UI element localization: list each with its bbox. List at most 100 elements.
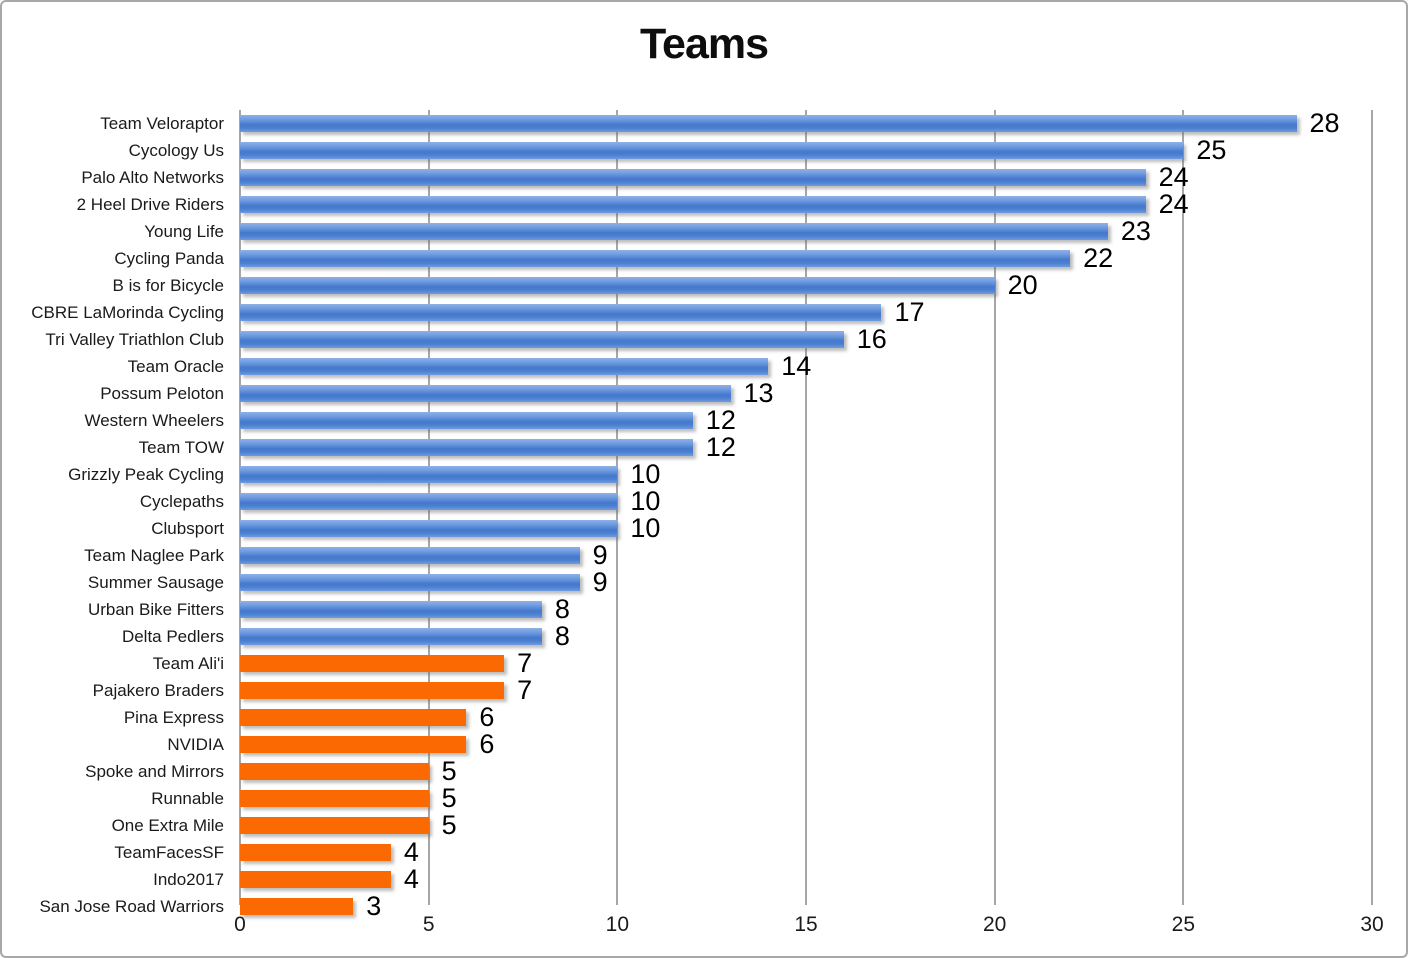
bar bbox=[240, 439, 693, 456]
category-label: Palo Alto Networks bbox=[81, 168, 224, 187]
bar bbox=[240, 736, 467, 753]
category-label: Team Veloraptor bbox=[100, 114, 224, 133]
bar bbox=[240, 520, 618, 537]
category-label: Grizzly Peak Cycling bbox=[68, 465, 224, 484]
gridline bbox=[1371, 110, 1373, 905]
bar bbox=[240, 898, 354, 915]
bar-row: Western Wheelers 12 bbox=[84, 405, 1372, 435]
value-label: 25 bbox=[1196, 135, 1227, 165]
bar bbox=[240, 790, 429, 807]
bar-row: Tri Valley Triathlon Club 16 bbox=[45, 326, 1372, 353]
bar bbox=[240, 277, 995, 294]
gridline bbox=[1182, 110, 1185, 905]
bar-row: Team Ali'i 7 bbox=[153, 648, 1372, 678]
bar-row: Team Oracle 14 bbox=[128, 351, 1372, 381]
bar-row: Team TOW 12 bbox=[139, 432, 1372, 462]
bar bbox=[240, 871, 391, 888]
category-label: Summer Sausage bbox=[87, 573, 224, 592]
bar-row: 2 Heel Drive Riders 24 bbox=[77, 191, 1372, 218]
value-label: 6 bbox=[479, 702, 495, 732]
x-tick-label: 5 bbox=[422, 913, 435, 936]
bar bbox=[240, 547, 580, 564]
bar-row: Team Veloraptor 28 bbox=[100, 110, 1372, 137]
category-label: Pina Express bbox=[123, 708, 224, 727]
category-label: Possum Peloton bbox=[100, 384, 224, 403]
bar-row: Spoke and Mirrors 5 bbox=[85, 756, 1372, 786]
bar bbox=[240, 115, 1297, 132]
bar-row: TeamFacesSF 4 bbox=[114, 839, 1372, 866]
category-label: Cycology Us bbox=[128, 141, 224, 160]
bar-row: One Extra Mile 5 bbox=[112, 810, 1372, 840]
bar-row: San Jose Road Warriors 3 bbox=[39, 891, 1372, 921]
bar bbox=[240, 304, 882, 321]
bar-row: Team Naglee Park 9 bbox=[84, 540, 1372, 570]
bar bbox=[240, 358, 769, 375]
value-label: 20 bbox=[1007, 270, 1038, 300]
x-tick-label: 0 bbox=[234, 913, 246, 936]
bar-row: Delta Pedlers 8 bbox=[122, 621, 1372, 651]
bar bbox=[240, 466, 618, 483]
category-label: Spoke and Mirrors bbox=[85, 762, 224, 781]
plot-area: Team Veloraptor 28 Cycology Us 25 Palo Alto … bbox=[31, 110, 1373, 920]
value-label: 7 bbox=[517, 648, 533, 678]
category-label: Delta Pedlers bbox=[121, 627, 224, 646]
bar bbox=[240, 331, 844, 348]
category-label: Indo2017 bbox=[153, 870, 224, 889]
category-label: Western Wheelers bbox=[84, 411, 224, 430]
value-label: 8 bbox=[554, 594, 570, 624]
bar-row: Cycling Panda 22 bbox=[114, 243, 1372, 273]
value-label: 5 bbox=[441, 810, 457, 840]
x-tick-label: 20 bbox=[982, 913, 1007, 936]
bar-row: Summer Sausage 9 bbox=[88, 569, 1372, 596]
category-label: Urban Bike Fitters bbox=[87, 600, 224, 619]
bar-row: Young Life 23 bbox=[144, 216, 1372, 246]
category-label: One Extra Mile bbox=[111, 816, 224, 835]
bar bbox=[240, 412, 693, 429]
bar bbox=[240, 709, 467, 726]
value-label: 22 bbox=[1083, 243, 1114, 273]
category-label: Clubsport bbox=[151, 519, 224, 538]
gridline bbox=[805, 110, 807, 905]
bar bbox=[240, 493, 618, 510]
value-label: 5 bbox=[441, 783, 457, 813]
bar bbox=[240, 142, 1184, 159]
value-label: 12 bbox=[705, 432, 736, 462]
value-label: 23 bbox=[1120, 216, 1151, 246]
value-label: 17 bbox=[894, 297, 925, 327]
category-label: Team Oracle bbox=[127, 357, 224, 376]
bar bbox=[240, 574, 580, 591]
value-label: 12 bbox=[705, 405, 736, 435]
value-label: 14 bbox=[781, 351, 812, 381]
bar-row: B is for Bicycle 20 bbox=[113, 270, 1372, 300]
category-label: Runnable bbox=[151, 789, 224, 808]
bar-row: Clubsport 10 bbox=[151, 513, 1372, 543]
x-tick-label: 30 bbox=[1360, 913, 1384, 936]
value-label: 8 bbox=[554, 621, 570, 651]
value-label: 3 bbox=[366, 891, 382, 921]
x-tick-label: 15 bbox=[794, 913, 818, 936]
x-tick-label: 25 bbox=[1171, 913, 1196, 936]
bar-row: CBRE LaMorinda Cycling 17 bbox=[31, 297, 1372, 327]
x-axis: 0 5 10 15 20 25 30 bbox=[234, 912, 1384, 946]
bar-row: Urban Bike Fitters 8 bbox=[88, 594, 1372, 624]
bars-container: Team Veloraptor 28 Cycology Us 25 Palo Alto … bbox=[31, 110, 1372, 920]
bar bbox=[240, 817, 429, 834]
category-label: 2 Heel Drive Riders bbox=[76, 195, 224, 214]
bar bbox=[240, 763, 429, 780]
category-label: Cycling Panda bbox=[114, 249, 224, 268]
value-label: 10 bbox=[630, 513, 661, 543]
value-label: 10 bbox=[630, 459, 661, 489]
bar bbox=[240, 682, 505, 699]
value-label: 9 bbox=[592, 540, 608, 570]
value-label: 5 bbox=[441, 756, 457, 786]
bar-row: Cyclepaths 10 bbox=[140, 488, 1372, 515]
bar bbox=[240, 385, 731, 402]
category-label: CBRE LaMorinda Cycling bbox=[31, 303, 224, 322]
gridline bbox=[616, 110, 619, 905]
category-label: Tri Valley Triathlon Club bbox=[45, 330, 224, 349]
bar-row: Possum Peloton 13 bbox=[100, 380, 1372, 407]
category-label: B is for Bicycle bbox=[112, 276, 224, 295]
bar bbox=[240, 223, 1108, 240]
category-label: Team Ali'i bbox=[152, 654, 224, 673]
